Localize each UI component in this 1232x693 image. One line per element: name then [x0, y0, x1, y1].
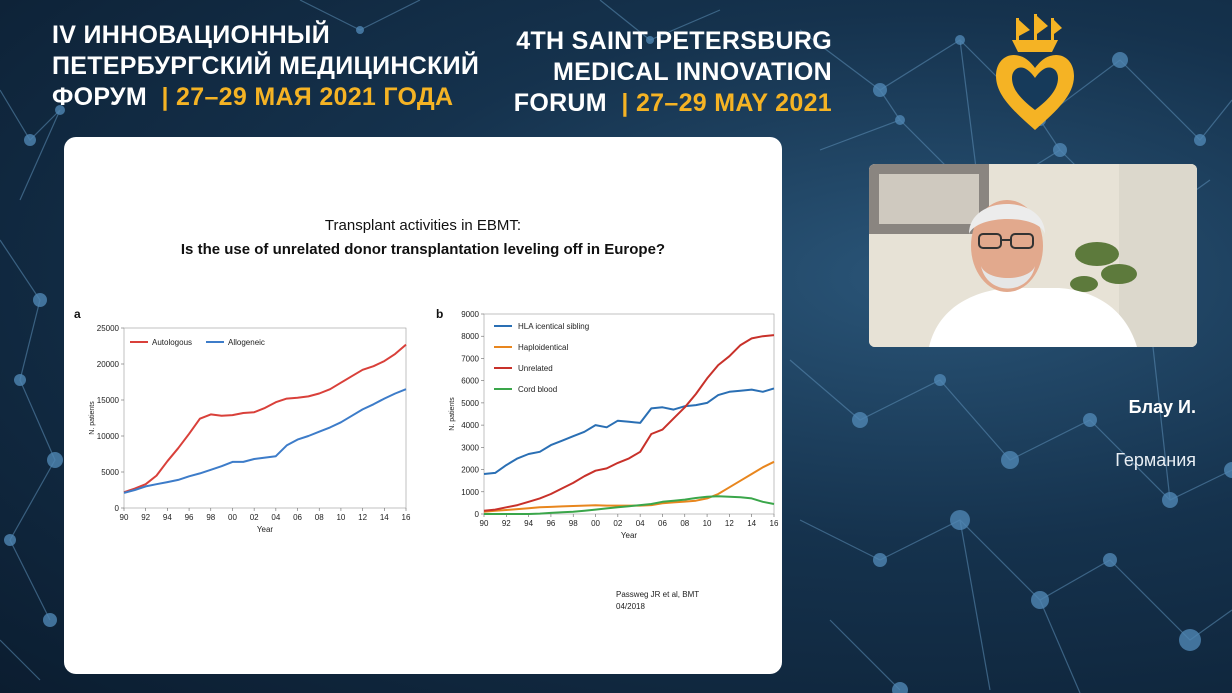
series-line-3: [484, 495, 775, 515]
x-tick-label: 12: [358, 513, 367, 522]
x-tick-label: 08: [680, 519, 689, 528]
y-tick-label: 2000: [461, 466, 479, 475]
header-en-line3: FORUM: [513, 89, 607, 117]
x-tick-label: 92: [502, 519, 511, 528]
forum-header-en: 4TH SAINT PETERSBURG MEDICAL INNOVATION …: [514, 26, 832, 119]
x-tick-label: 06: [658, 519, 667, 528]
y-tick-label: 0: [475, 510, 480, 519]
header-en-line1: 4TH SAINT PETERSBURG: [516, 27, 832, 55]
series-line-1: [483, 460, 775, 513]
x-tick-label: 98: [569, 519, 578, 528]
plot-frame: [483, 313, 775, 515]
slide-subtitle: Is the use of unrelated donor transplant…: [180, 241, 666, 258]
legend-label: HLA icentical sibling: [518, 322, 589, 331]
y-tick-label: 8000: [461, 332, 479, 341]
x-tick-label: 12: [725, 519, 734, 528]
y-axis-label: N. patients: [89, 401, 96, 435]
header-ru-dates: | 27–29 МАЯ 2021 ГОДА: [161, 83, 454, 111]
legend-label: Unrelated: [518, 364, 553, 373]
x-tick-label: 04: [636, 519, 645, 528]
x-tick-label: 14: [380, 513, 389, 522]
x-tick-label: 08: [315, 513, 324, 522]
header-ru-line3: ФОРУМ: [52, 83, 148, 111]
series-line-0: [123, 343, 407, 494]
chart-b: b010002000300040005000600070008000900090…: [436, 307, 779, 540]
legend-label: Allogeneic: [228, 338, 265, 347]
y-tick-label: 0: [115, 504, 120, 513]
y-tick-label: 10000: [97, 432, 120, 441]
header-en-dates: | 27–29 MAY 2021: [621, 89, 832, 117]
y-tick-label: 15000: [97, 396, 120, 405]
presentation-slide: Transplant activities in EBMT: Is the us…: [64, 137, 782, 674]
x-axis-label: Year: [257, 525, 274, 534]
x-tick-label: 92: [141, 513, 150, 522]
x-tick-label: 96: [546, 519, 555, 528]
x-tick-label: 16: [402, 513, 411, 522]
x-tick-label: 94: [163, 513, 172, 522]
x-tick-label: 96: [185, 513, 194, 522]
forum-logo-icon: [996, 14, 1074, 130]
x-tick-label: 98: [206, 513, 215, 522]
y-tick-label: 5000: [461, 399, 479, 408]
y-tick-label: 3000: [461, 443, 479, 452]
series-line-2: [483, 334, 775, 512]
speaker-video: [869, 164, 1197, 347]
x-tick-label: 14: [747, 519, 756, 528]
x-tick-label: 90: [480, 519, 489, 528]
legend-label: Haploidentical: [518, 343, 568, 352]
y-tick-label: 7000: [461, 354, 479, 363]
x-axis-label: Year: [621, 531, 638, 540]
plot-frame: [123, 327, 407, 509]
slide-title: Transplant activities in EBMT:: [324, 217, 522, 234]
panel-label: a: [74, 307, 81, 321]
header-en-line2: MEDICAL INNOVATION: [552, 58, 832, 86]
y-tick-label: 20000: [97, 360, 120, 369]
x-tick-label: 00: [591, 519, 600, 528]
y-tick-label: 5000: [101, 468, 119, 477]
forum-header-ru: IV ИННОВАЦИОННЫЙ ПЕТЕРБУРГСКИЙ МЕДИЦИНСК…: [52, 20, 479, 113]
y-tick-label: 25000: [97, 324, 120, 333]
y-tick-label: 4000: [461, 421, 479, 430]
chart-a: a 0 5000 10000 15000 20000 25000 90 92 94 96 98 00 02…: [74, 307, 411, 534]
legend-label: Cord blood: [518, 385, 557, 394]
speaker-country: Германия: [1115, 450, 1196, 470]
panel-label: b: [436, 307, 443, 321]
x-tick-label: 16: [770, 519, 779, 528]
x-tick-label: 94: [524, 519, 533, 528]
y-tick-label: 9000: [461, 310, 479, 319]
header-ru-line1: IV ИННОВАЦИОННЫЙ: [52, 21, 330, 49]
y-tick-label: 1000: [461, 488, 479, 497]
y-tick-label: 6000: [461, 377, 479, 386]
x-tick-label: 04: [271, 513, 280, 522]
citation: Passweg JR et al, BMT 04/2018: [616, 589, 756, 613]
speaker-name: Блау И.: [1128, 397, 1196, 417]
series-line-0: [483, 387, 775, 475]
header-ru-line2: ПЕТЕРБУРГСКИЙ МЕДИЦИНСКИЙ: [52, 52, 480, 80]
citation-line2: 04/2018: [616, 602, 645, 611]
x-tick-label: 00: [228, 513, 237, 522]
series-line-1: [123, 388, 407, 494]
y-axis-label: N. patients: [449, 397, 456, 431]
x-tick-label: 02: [250, 513, 259, 522]
x-tick-label: 90: [120, 513, 129, 522]
citation-line1: Passweg JR et al, BMT: [616, 590, 700, 599]
x-tick-label: 10: [336, 513, 345, 522]
legend-label: Autologous: [152, 338, 192, 347]
x-tick-label: 02: [613, 519, 622, 528]
x-tick-label: 06: [293, 513, 302, 522]
x-tick-label: 10: [703, 519, 712, 528]
